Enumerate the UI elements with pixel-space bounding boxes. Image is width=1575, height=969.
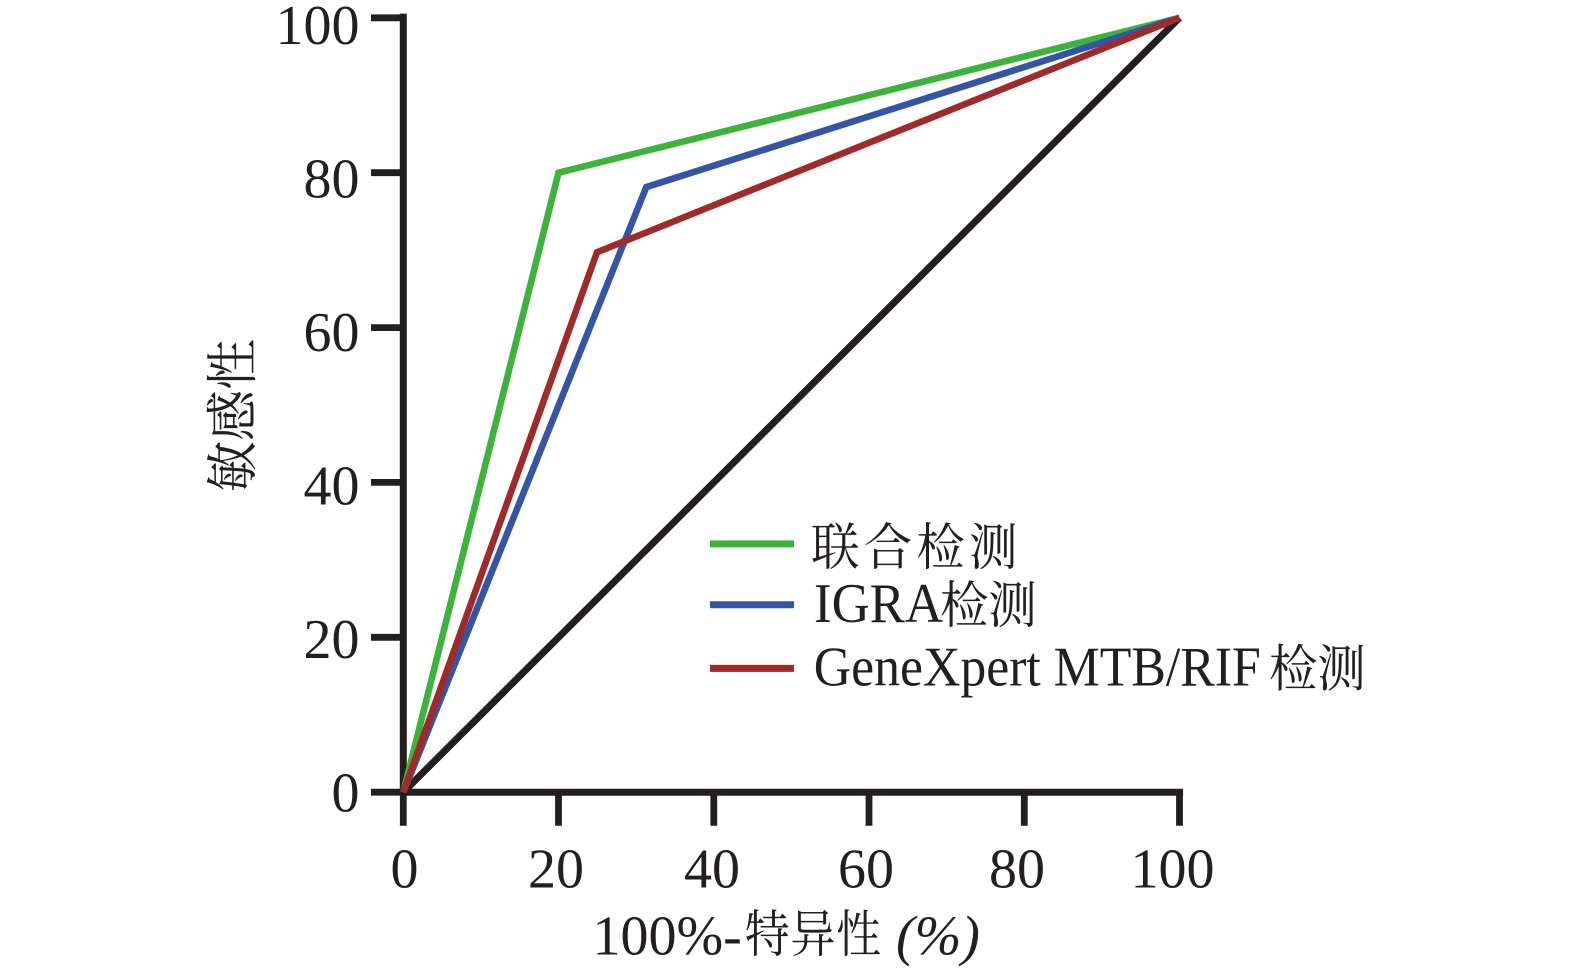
svg-text:60: 60 bbox=[304, 302, 360, 364]
svg-text:0: 0 bbox=[391, 838, 419, 900]
svg-text:GeneXpert MTB/RIF: GeneXpert MTB/RIF bbox=[814, 636, 1261, 698]
svg-text:40: 40 bbox=[684, 838, 740, 900]
svg-text:(%): (%) bbox=[896, 906, 980, 968]
svg-text:100: 100 bbox=[276, 0, 360, 57]
svg-text:20: 20 bbox=[304, 609, 360, 671]
svg-text:80: 80 bbox=[304, 149, 360, 211]
svg-text:0: 0 bbox=[332, 762, 360, 824]
svg-text:IGRA: IGRA bbox=[814, 573, 944, 635]
svg-text:40: 40 bbox=[304, 455, 360, 517]
svg-text:20: 20 bbox=[528, 838, 584, 900]
svg-text:100%-: 100%- bbox=[593, 906, 742, 968]
svg-text:80: 80 bbox=[989, 838, 1045, 900]
svg-text:100: 100 bbox=[1131, 838, 1215, 900]
svg-text:60: 60 bbox=[838, 838, 894, 900]
